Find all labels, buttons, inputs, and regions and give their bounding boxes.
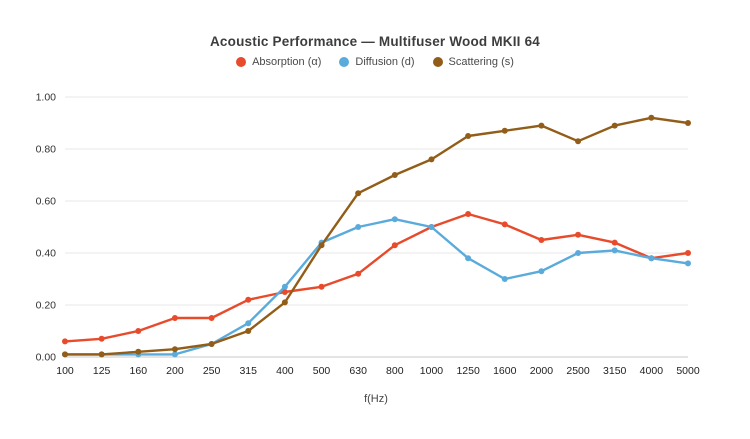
chart-title: Acoustic Performance — Multifuser Wood M… bbox=[209, 34, 540, 49]
data-point bbox=[391, 216, 398, 223]
data-point bbox=[171, 351, 178, 358]
data-point bbox=[391, 172, 398, 178]
data-point bbox=[538, 268, 545, 275]
legend-label-absorption: Absorption (α) bbox=[252, 56, 322, 68]
data-point bbox=[281, 299, 288, 306]
data-point bbox=[208, 341, 215, 347]
data-point bbox=[245, 320, 252, 327]
data-point bbox=[428, 224, 435, 230]
data-point bbox=[391, 242, 398, 249]
x-tick-label: 200 bbox=[166, 365, 184, 377]
x-tick-label: 1000 bbox=[420, 365, 444, 377]
legend-label-scattering: Scattering (s) bbox=[448, 56, 514, 68]
x-tick-label: 1250 bbox=[456, 365, 480, 377]
data-point bbox=[171, 315, 178, 321]
data-point bbox=[98, 335, 105, 342]
y-tick-label: 0.00 bbox=[36, 352, 57, 364]
legend-item-diffusion[interactable]: Diffusion (d) bbox=[339, 56, 415, 68]
x-tick-label: 4000 bbox=[640, 365, 664, 377]
data-point bbox=[648, 114, 655, 121]
y-tick-label: 0.60 bbox=[36, 196, 57, 208]
x-tick-label: 2000 bbox=[530, 365, 554, 377]
x-tick-label: 100 bbox=[56, 365, 74, 377]
legend-item-absorption[interactable]: Absorption (α) bbox=[236, 56, 321, 68]
scattering-legend-marker-icon bbox=[432, 57, 443, 67]
x-tick-label: 400 bbox=[276, 365, 294, 377]
data-point bbox=[611, 122, 618, 129]
legend: Absorption (α) Diffusion (d) Scattering … bbox=[0, 56, 750, 68]
data-point bbox=[355, 224, 362, 230]
absorption-legend-marker-icon bbox=[236, 57, 247, 67]
legend-item-scattering[interactable]: Scattering (s) bbox=[432, 56, 514, 68]
data-point bbox=[685, 260, 691, 267]
data-point bbox=[538, 237, 545, 243]
legend-label-diffusion: Diffusion (d) bbox=[355, 56, 415, 68]
data-point bbox=[575, 250, 582, 256]
data-point bbox=[318, 283, 325, 290]
x-tick-label: 5000 bbox=[676, 365, 700, 377]
data-point bbox=[501, 221, 508, 228]
y-tick-label: 0.20 bbox=[36, 300, 57, 312]
data-point bbox=[98, 351, 105, 358]
data-point bbox=[575, 138, 582, 145]
x-tick-label: 125 bbox=[93, 365, 111, 377]
x-axis-title: f(Hz) bbox=[364, 393, 388, 405]
data-point bbox=[62, 351, 68, 358]
data-point bbox=[611, 247, 618, 254]
y-tick-label: 0.40 bbox=[36, 248, 57, 260]
x-tick-label: 630 bbox=[349, 365, 367, 377]
data-point bbox=[501, 127, 508, 134]
data-point bbox=[245, 328, 252, 334]
data-point bbox=[465, 211, 472, 217]
diffusion-legend-marker-icon bbox=[339, 57, 350, 67]
data-point bbox=[355, 190, 362, 197]
data-point bbox=[281, 289, 288, 295]
x-tick-label: 1600 bbox=[493, 365, 517, 377]
data-point bbox=[208, 315, 215, 321]
series-line bbox=[63, 116, 690, 356]
x-tick-label: 500 bbox=[313, 365, 331, 377]
data-point bbox=[685, 120, 691, 126]
data-point bbox=[135, 348, 142, 355]
data-point bbox=[318, 242, 325, 249]
series-line bbox=[63, 217, 690, 356]
series-line bbox=[63, 212, 690, 343]
data-point bbox=[465, 255, 472, 262]
data-point bbox=[355, 270, 362, 277]
data-point bbox=[428, 156, 435, 163]
data-point bbox=[465, 133, 472, 139]
x-tick-label: 2500 bbox=[566, 365, 590, 377]
data-point bbox=[245, 296, 252, 303]
y-tick-label: 1.00 bbox=[36, 92, 57, 104]
x-tick-label: 315 bbox=[239, 365, 257, 377]
x-tick-label: 800 bbox=[386, 365, 404, 377]
x-tick-label: 250 bbox=[203, 365, 221, 377]
data-point bbox=[135, 328, 142, 334]
data-point bbox=[611, 239, 618, 246]
x-tick-label: 3150 bbox=[603, 365, 627, 377]
x-tick-label: 160 bbox=[130, 365, 148, 377]
data-point bbox=[281, 283, 288, 290]
y-tick-label: 0.80 bbox=[36, 144, 57, 156]
data-point bbox=[575, 231, 582, 238]
data-point bbox=[538, 122, 545, 129]
data-point bbox=[171, 346, 178, 353]
data-point bbox=[648, 255, 655, 262]
data-point bbox=[685, 250, 691, 256]
data-point bbox=[62, 338, 68, 345]
data-point bbox=[501, 276, 508, 282]
